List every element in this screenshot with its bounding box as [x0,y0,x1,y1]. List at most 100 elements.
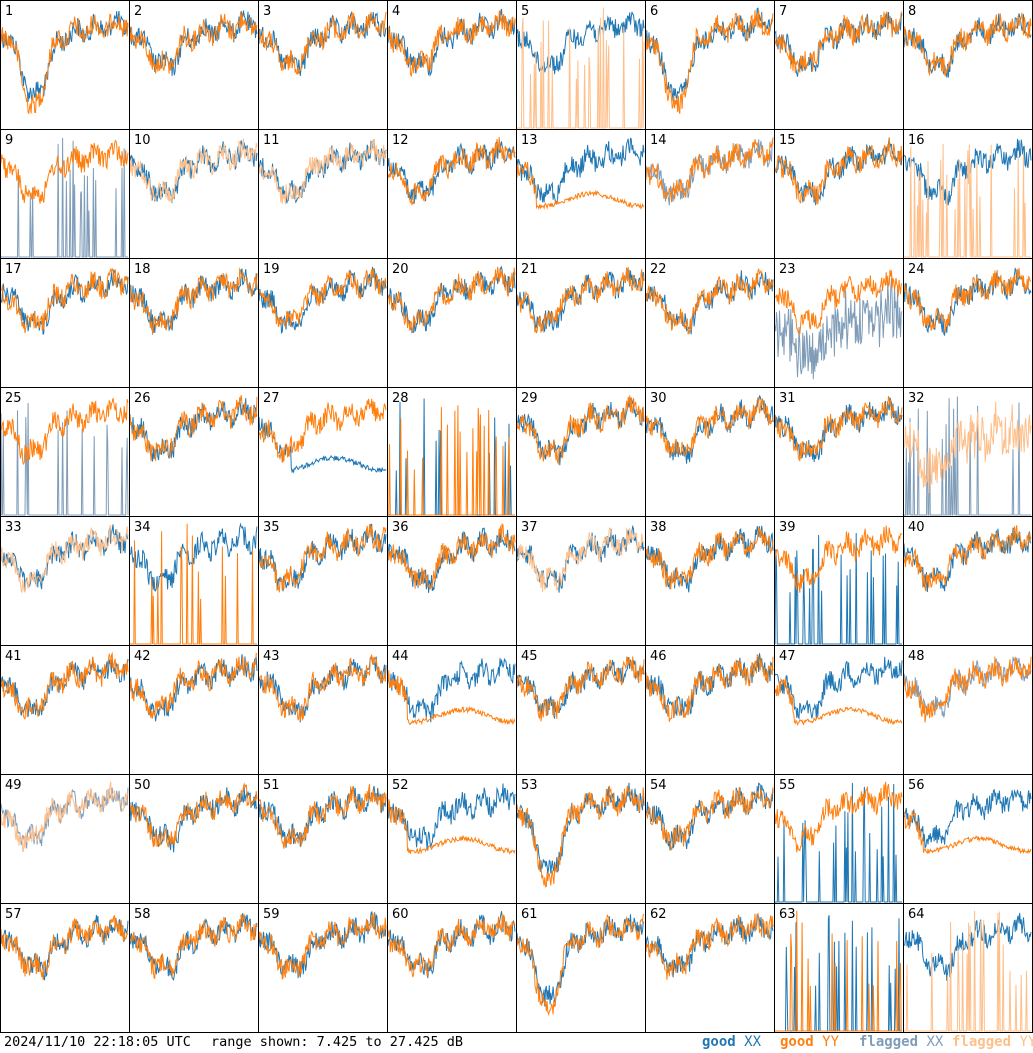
panel-label: 55 [779,778,796,793]
series-xx [258,266,387,334]
panel-44: 44 [387,645,517,775]
panel-border [903,0,1033,130]
series-yy [774,269,903,335]
legend-flagged-yy: flagged YY [952,1035,1033,1050]
series-xx [129,787,258,853]
panel-label: 3 [263,4,271,19]
panel-label: 29 [521,391,538,406]
panel-label: 23 [779,262,796,277]
panel-62: 62 [645,903,775,1033]
panel-border [387,903,517,1033]
panel-label: 6 [650,4,658,19]
panel-11: 11 [258,129,388,259]
series-yy [129,782,258,848]
series-yy [258,139,387,205]
legend-good-yy: good YY [780,1035,839,1050]
panel-28: 28 [387,387,517,517]
series-yy [903,810,1032,855]
series-xx [387,658,516,723]
series-yy [645,137,774,202]
panel-label: 52 [392,778,409,793]
panel-10: 10 [129,129,259,259]
panel-26: 26 [129,387,259,517]
panel-label: 19 [263,262,280,277]
series-yy [129,395,258,462]
series-yy [258,654,387,722]
series-xx [645,653,774,719]
series-yy [903,525,1032,592]
panel-61: 61 [516,903,646,1033]
panel-label: 50 [134,778,151,793]
series-xx [129,140,258,204]
series-yy [775,910,902,1032]
series-yy [387,137,516,206]
panel-25: 25 [0,387,130,517]
panel-label: 35 [263,520,280,535]
panel-36: 36 [387,516,517,646]
legend-word: good [780,1034,814,1050]
panel-43: 43 [258,645,388,775]
panel-7: 7 [774,0,904,130]
panel-label: 8 [908,4,916,19]
panel-label: 63 [779,907,796,922]
panel-label: 45 [521,649,538,664]
panel-label: 17 [5,262,22,277]
panel-47: 47 [774,645,904,775]
series-yy [645,653,774,722]
series-xx [387,783,516,850]
panel-59: 59 [258,903,388,1033]
series-yy [258,911,387,980]
series-yy [516,161,645,210]
panel-58: 58 [129,903,259,1033]
series-xx [0,657,129,717]
series-yy [517,7,645,129]
panel-label: 27 [263,391,280,406]
panel-14: 14 [645,129,775,259]
series-yy [903,267,1031,333]
panel-label: 32 [908,391,925,406]
panel-label: 28 [392,391,409,406]
series-xx [516,782,645,875]
series-xx [516,137,645,206]
panel-49: 49 [0,774,130,904]
panel-label: 51 [263,778,280,793]
panel-51: 51 [258,774,388,904]
panel-27: 27 [258,387,388,517]
series-yy [0,267,129,334]
series-yy [904,910,1031,1032]
series-yy [387,670,516,726]
series-yy [774,11,903,74]
panel-label: 10 [134,133,151,148]
panel-label: 59 [263,907,280,922]
series-xx [774,397,903,462]
panel-17: 17 [0,258,130,388]
panel-label: 22 [650,262,667,277]
series-yy [516,395,645,466]
series-xx [258,656,387,723]
panel-45: 45 [516,645,646,775]
panel-31: 31 [774,387,904,517]
panel-label: 64 [908,907,925,922]
series-yy [516,913,645,1017]
series-yy [645,268,774,335]
panel-label: 39 [779,520,796,535]
panel-35: 35 [258,516,388,646]
panel-border [129,129,259,259]
series-yy [774,137,903,205]
series-yy [387,522,516,590]
panel-46: 46 [645,645,775,775]
panel-label: 30 [650,391,667,406]
panel-label: 13 [521,133,538,148]
panel-19: 19 [258,258,388,388]
series-xx [775,915,902,1032]
series-yy [258,268,387,327]
legend-pol: YY [822,1034,840,1050]
panel-label: 25 [5,391,22,406]
panel-label: 11 [263,133,280,148]
panel-63: 63 [774,903,904,1033]
panel-label: 2 [134,4,142,19]
legend-word: flagged [952,1034,1012,1050]
panel-33: 33 [0,516,130,646]
series-yy [645,912,774,980]
panel-6: 6 [645,0,775,130]
